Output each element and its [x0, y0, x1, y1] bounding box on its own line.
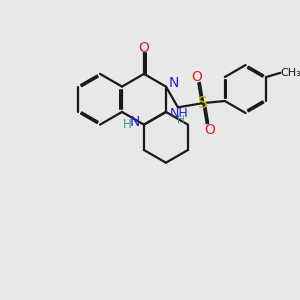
Text: N: N — [130, 116, 140, 129]
Text: N: N — [169, 76, 179, 90]
Text: O: O — [191, 70, 202, 84]
Text: H: H — [123, 118, 132, 131]
Text: O: O — [205, 123, 215, 136]
Text: NH: NH — [170, 107, 188, 120]
Text: O: O — [139, 41, 149, 55]
Text: CH₃: CH₃ — [280, 68, 300, 78]
Text: H: H — [177, 115, 185, 125]
Text: S: S — [198, 96, 208, 111]
